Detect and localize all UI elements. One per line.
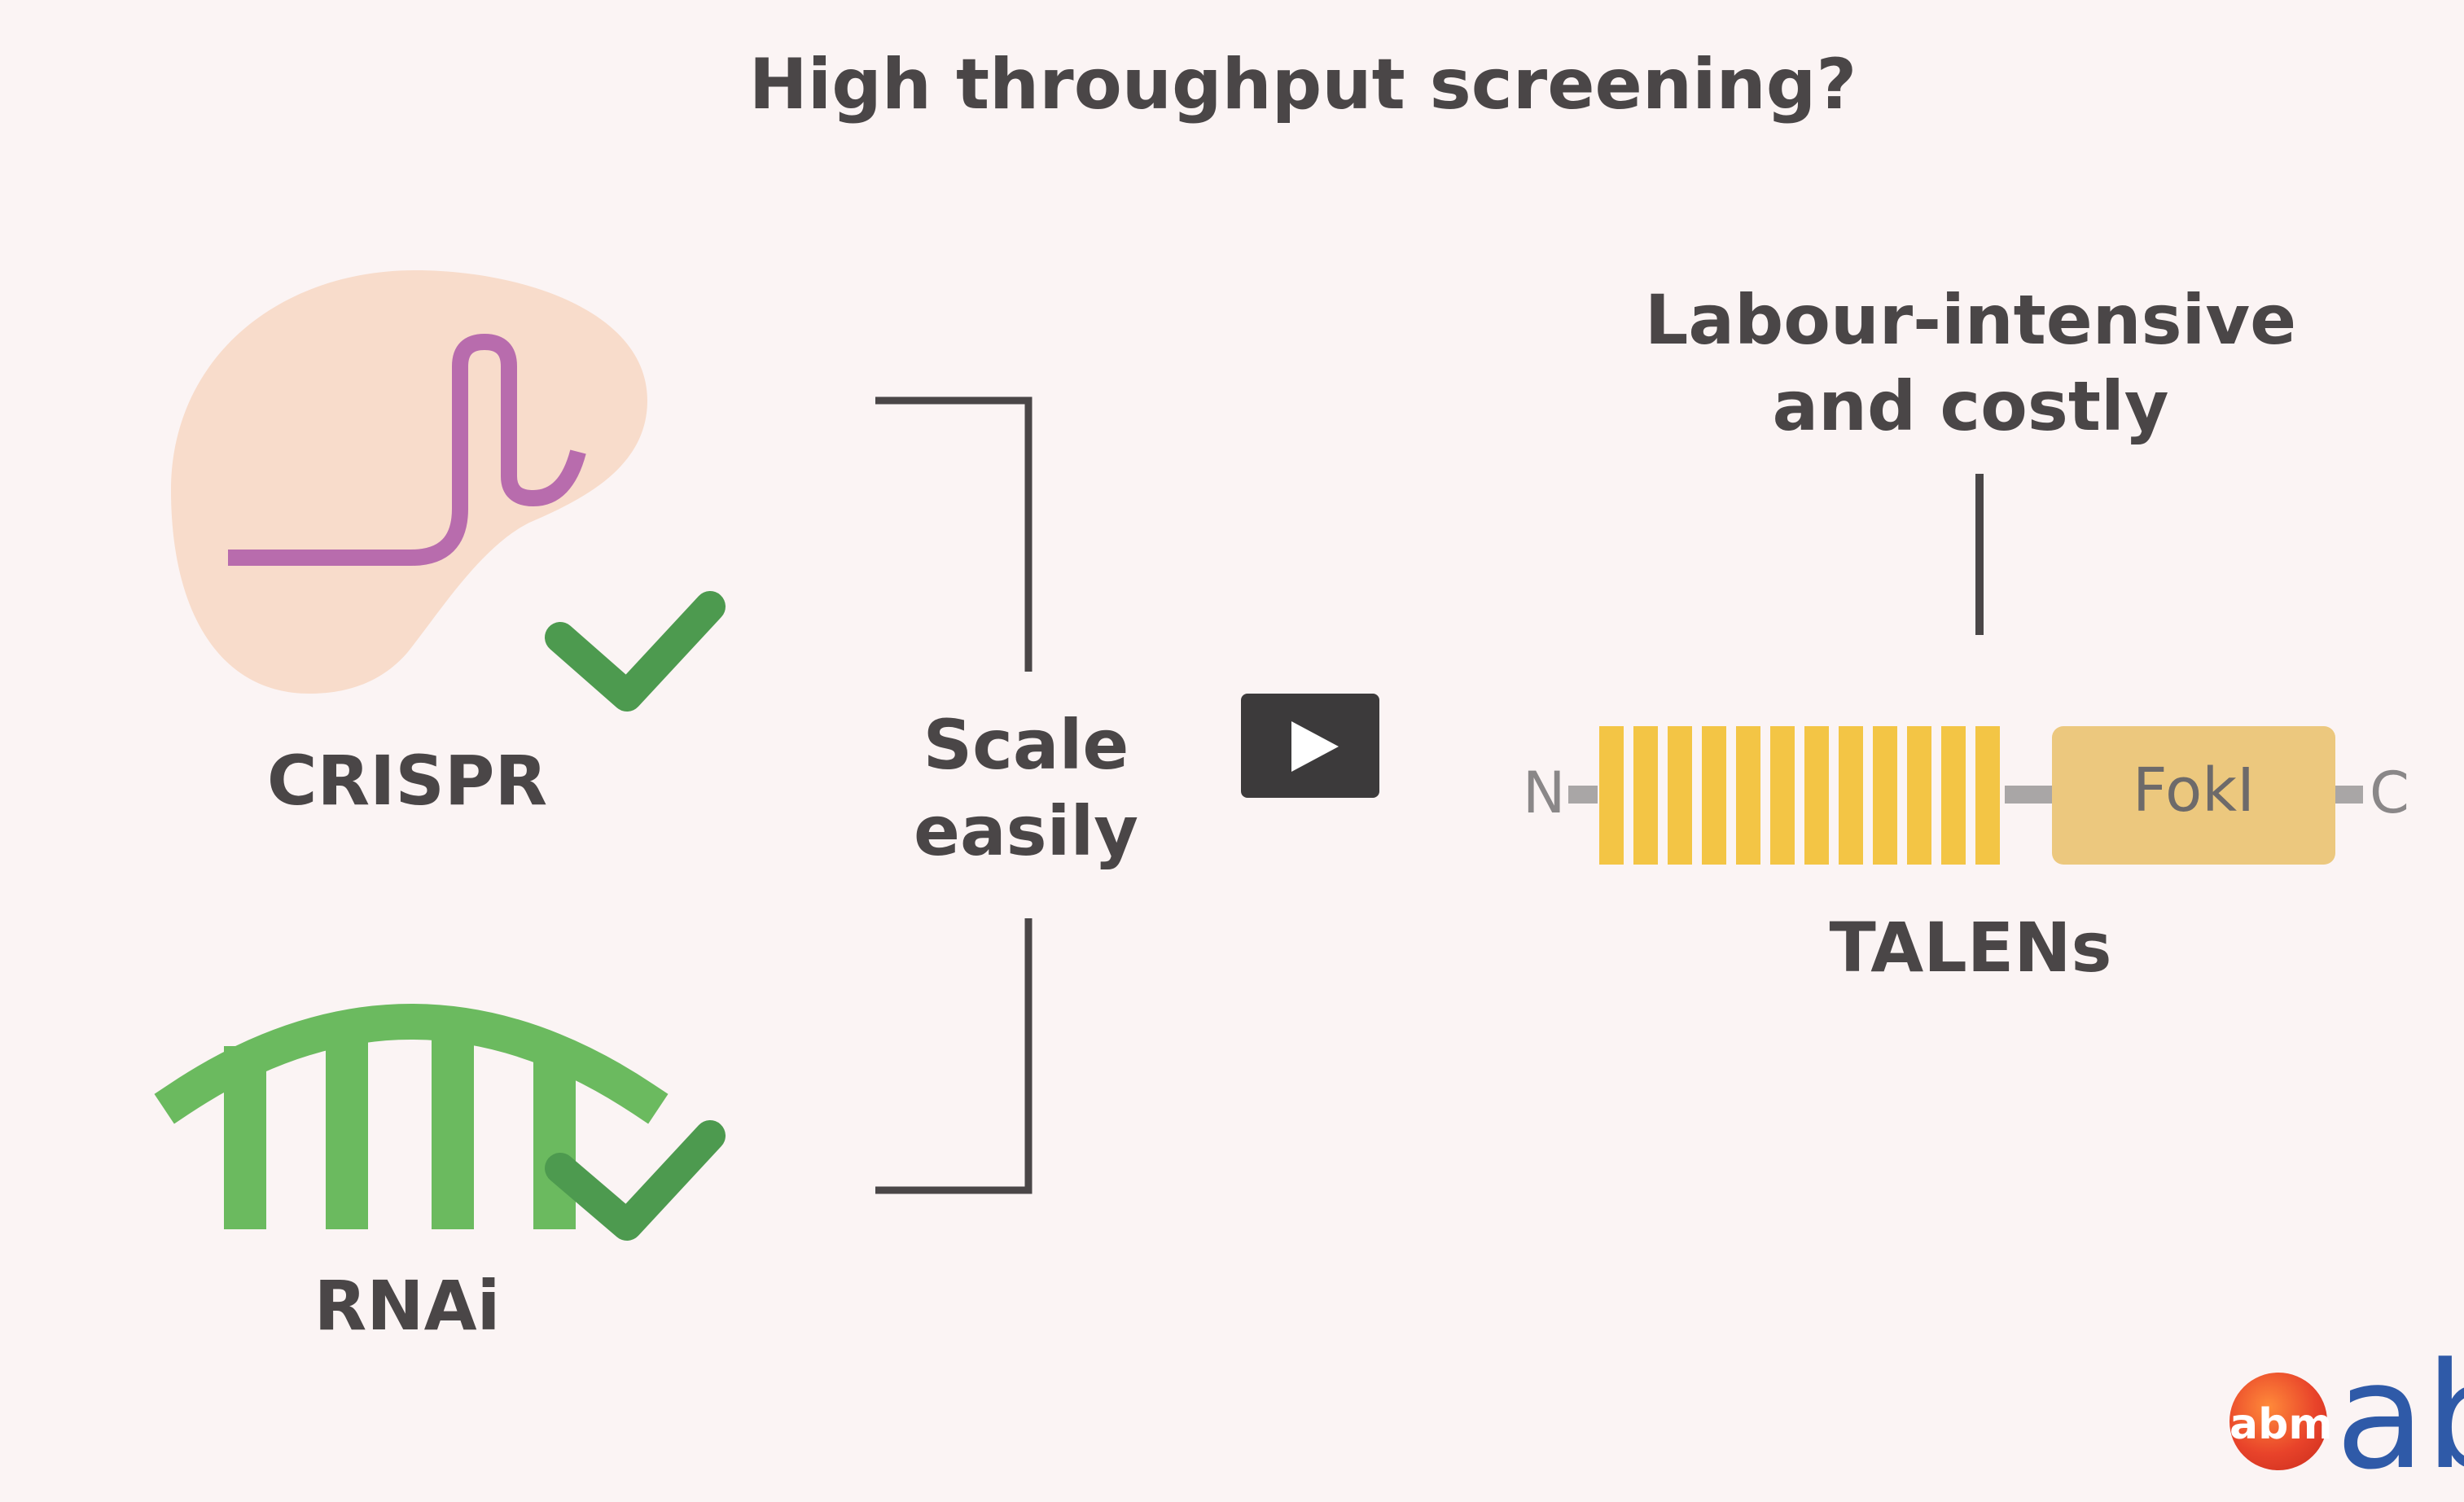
play-button[interactable] <box>1241 694 1379 798</box>
slide-title: High throughput screening? <box>748 44 1857 125</box>
c-terminus-label: C <box>2370 760 2409 826</box>
labour-intensive-text: Labour-intensive and costly <box>1612 277 2329 449</box>
rnai-icon <box>154 1004 669 1229</box>
crispr-label: CRISPR <box>266 741 548 821</box>
tale-repeats <box>1599 726 2000 865</box>
talen-construct: FokI <box>1568 726 2363 865</box>
scale-line-2: easily <box>914 791 1138 871</box>
n-terminus-label: N <box>1523 760 1566 826</box>
scale-easily-text: Scale easily <box>863 702 1189 874</box>
crispr-cas9-shape <box>171 270 647 694</box>
abm-logo-text: abm <box>2229 1400 2333 1449</box>
fokl-domain <box>2052 726 2335 865</box>
guide-rna-line <box>228 334 586 566</box>
abm-logo[interactable] <box>2229 1373 2327 1470</box>
brand-wordmark: ab <box>2335 1332 2464 1502</box>
upper-bracket <box>875 396 1033 672</box>
check-icon <box>545 591 726 712</box>
talens-label: TALENs <box>1829 908 2112 987</box>
play-icon <box>1291 721 1339 772</box>
lower-bracket <box>875 918 1033 1194</box>
fokl-label: FokI <box>2133 755 2255 825</box>
rnai-label: RNAi <box>313 1266 501 1346</box>
labour-line-1: Labour-intensive <box>1644 280 2297 360</box>
check-icon <box>545 1120 726 1241</box>
labour-line-2: and costly <box>1772 366 2169 446</box>
scale-line-1: Scale <box>923 705 1129 785</box>
